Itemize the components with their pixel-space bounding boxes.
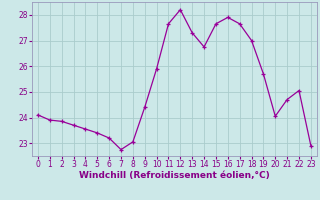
X-axis label: Windchill (Refroidissement éolien,°C): Windchill (Refroidissement éolien,°C) bbox=[79, 171, 270, 180]
